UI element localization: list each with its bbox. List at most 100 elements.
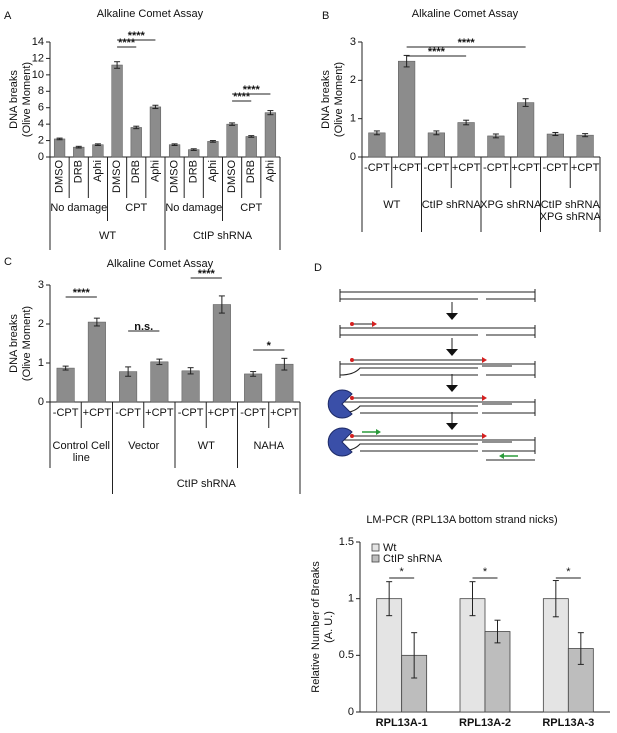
primer-head (482, 395, 487, 401)
significance-label: * (400, 566, 405, 578)
panel-label: A (4, 10, 12, 22)
legend-swatch (371, 554, 380, 563)
x-tick-label: DRB (245, 160, 257, 183)
primer-start (350, 396, 354, 400)
y-tick-label: 1 (350, 113, 356, 125)
x-tick-label: RPL13A-3 (542, 717, 594, 729)
group-label: WT (198, 440, 215, 452)
x-tick-label: -CPT (424, 162, 450, 174)
y-tick-label: 14 (32, 36, 44, 48)
y-tick-label: 10 (32, 69, 44, 81)
panel-label: B (322, 10, 329, 22)
x-tick-label: RPL13A-2 (459, 717, 511, 729)
group-label: CPT (240, 202, 262, 214)
significance-label: **** (128, 30, 146, 42)
chart-title: Alkaline Comet Assay (412, 8, 519, 20)
significance-label: **** (428, 46, 446, 58)
group-label: No damage (50, 202, 107, 214)
bar (546, 133, 564, 158)
bar (150, 361, 169, 403)
group-label: XPG shRNA (540, 211, 602, 223)
y-tick-label: 0 (38, 396, 44, 408)
group-label: CPT (125, 202, 147, 214)
x-tick-label: +CPT (83, 407, 112, 419)
primer-start (350, 434, 354, 438)
significance-label: **** (73, 287, 91, 299)
x-tick-label: DMSO (168, 160, 180, 193)
y-tick-label: 2 (350, 74, 356, 86)
group-label: NAHA (253, 440, 284, 452)
bar (53, 138, 66, 158)
bar (427, 132, 445, 158)
bar (212, 304, 231, 403)
bar (181, 370, 200, 403)
step-arrow-head (446, 313, 458, 320)
bar (398, 60, 416, 158)
y-axis-label: DNA breaks (320, 70, 332, 129)
bar (207, 141, 219, 158)
group-label: XPG shRNA (480, 199, 542, 211)
bar (517, 102, 535, 158)
bar (87, 321, 106, 403)
group-label: CtIP shRNA (422, 199, 482, 211)
outer-group-label: WT (99, 230, 116, 242)
bar (56, 367, 75, 403)
x-tick-label: -CPT (364, 162, 390, 174)
y-tick-label: 0.5 (339, 649, 354, 661)
x-tick-label: Aphi (264, 160, 276, 182)
group-label: WT (383, 199, 400, 211)
x-tick-label: +CPT (208, 407, 237, 419)
dna-bottom-flap (339, 443, 478, 452)
y-axis-label: (Olive Moment) (21, 306, 33, 381)
protein (327, 427, 353, 457)
x-tick-label: +CPT (392, 162, 421, 174)
significance-label: n.s. (134, 321, 153, 333)
bar (376, 598, 403, 713)
group-label: line (73, 452, 90, 464)
group-label: Vector (128, 440, 160, 452)
bar (457, 122, 475, 158)
x-tick-label: DRB (73, 160, 85, 183)
bar (130, 127, 142, 158)
x-tick-label: DRB (188, 160, 200, 183)
x-tick-label: DMSO (53, 160, 65, 193)
bar (92, 144, 104, 158)
y-tick-label: 1 (38, 357, 44, 369)
significance-label: * (267, 340, 272, 352)
x-tick-label: -CPT (53, 407, 79, 419)
y-axis-label: (Olive Moment) (333, 62, 345, 137)
bar (168, 144, 181, 158)
significance-label: **** (198, 268, 216, 280)
dna-bottom-flap (339, 367, 478, 376)
bar (487, 135, 505, 158)
pcr-head (376, 429, 381, 435)
significance-label: **** (458, 37, 476, 49)
chart-title: Alkaline Comet Assay (97, 8, 204, 20)
group-label: No damage (165, 202, 222, 214)
x-tick-label: Aphi (92, 160, 104, 182)
bar (226, 123, 238, 158)
legend-label: CtIP shRNA (383, 553, 443, 565)
primer-head (482, 433, 487, 439)
y-tick-label: 12 (32, 52, 44, 64)
x-tick-label: -CPT (543, 162, 569, 174)
x-tick-label: +CPT (511, 162, 540, 174)
x-tick-label: -CPT (240, 407, 266, 419)
bar (484, 631, 511, 713)
x-tick-label: -CPT (483, 162, 509, 174)
y-tick-label: 4 (38, 118, 44, 130)
chart-title: LM-PCR (RPL13A bottom strand nicks) (366, 514, 557, 526)
x-tick-label: +CPT (452, 162, 481, 174)
significance-label: **** (243, 84, 261, 96)
y-tick-label: 0 (38, 151, 44, 163)
x-tick-label: +CPT (270, 407, 299, 419)
panel-label: C (4, 256, 12, 268)
group-label: Control Cell (53, 440, 110, 452)
primer-start (350, 358, 354, 362)
outer-group-label: CtIP shRNA (193, 230, 253, 242)
y-tick-label: 1 (348, 593, 354, 605)
y-tick-label: 6 (38, 102, 44, 114)
y-tick-label: 0 (350, 151, 356, 163)
y-tick-label: 3 (350, 36, 356, 48)
step-arrow-head (446, 423, 458, 430)
